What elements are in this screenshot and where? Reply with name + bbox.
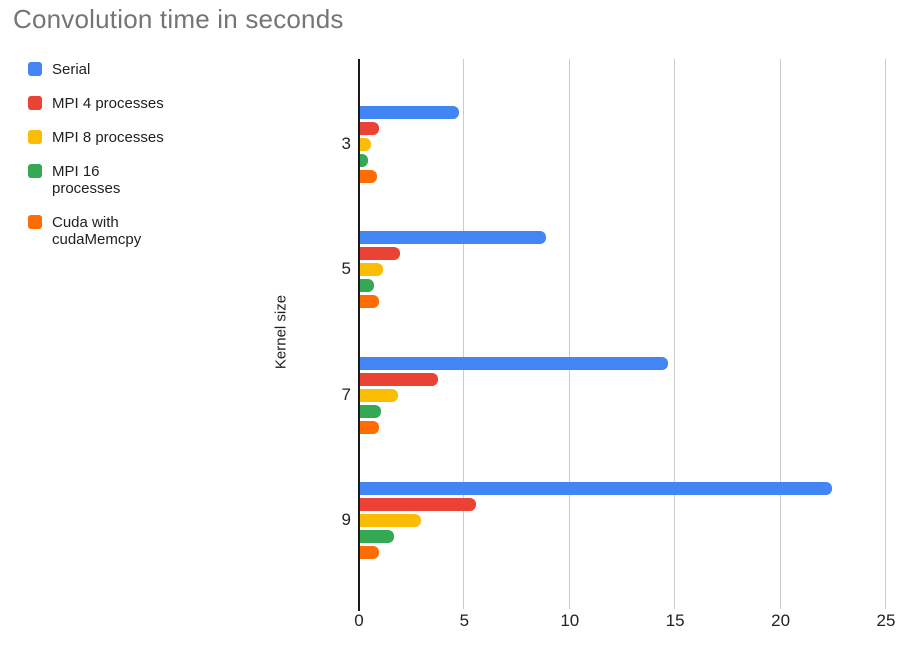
category-label-7: 7 (341, 385, 351, 404)
bar-group-kernel-3 (360, 105, 460, 183)
bar-mpi-16-processes-kernel-3 (360, 153, 369, 167)
legend-label: Cuda with cudaMemcpy (52, 214, 142, 248)
bar-mpi-16-processes-kernel-5 (360, 278, 374, 292)
legend-label: MPI 16 processes (52, 163, 121, 197)
bar-cuda-with-cudamemcpy-kernel-9 (360, 545, 379, 559)
legend-swatch-icon (28, 215, 42, 229)
bar-mpi-8-processes-kernel-5 (360, 262, 384, 276)
bar-serial-kernel-9 (360, 481, 833, 495)
bar-mpi-8-processes-kernel-3 (360, 137, 371, 151)
bar-mpi-16-processes-kernel-9 (360, 529, 394, 543)
bar-mpi-16-processes-kernel-7 (360, 404, 382, 418)
x-tick-label-20: 20 (771, 611, 791, 630)
category-label-5: 5 (341, 259, 351, 278)
bar-cuda-with-cudamemcpy-kernel-7 (360, 420, 379, 434)
x-tick-label-0: 0 (354, 611, 364, 630)
y-axis-line (358, 59, 360, 611)
legend-swatch-icon (28, 62, 42, 76)
category-label-3: 3 (341, 134, 351, 153)
x-tick-label-5: 5 (459, 611, 470, 630)
gridline-x-25 (885, 59, 886, 609)
category-label-9: 9 (341, 510, 351, 529)
bar-serial-kernel-3 (360, 105, 460, 119)
bar-mpi-8-processes-kernel-9 (360, 513, 422, 527)
bar-group-kernel-9 (360, 481, 833, 559)
legend-item-cuda-with-cudamemcpy: Cuda with cudaMemcpy (28, 214, 170, 248)
x-tick-label-10: 10 (560, 611, 580, 630)
bar-mpi-4-processes-kernel-5 (360, 246, 401, 260)
x-tick-label-15: 15 (665, 611, 685, 630)
chart-title: Convolution time in seconds (13, 4, 344, 34)
bar-cuda-with-cudamemcpy-kernel-5 (360, 294, 379, 308)
bar-mpi-4-processes-kernel-3 (360, 121, 379, 135)
legend-item-mpi-8-processes: MPI 8 processes (28, 129, 170, 146)
y-axis-title: Kernel size (272, 294, 290, 370)
plot-area (359, 59, 886, 609)
legend-label: MPI 8 processes (52, 129, 164, 146)
bar-mpi-8-processes-kernel-7 (360, 388, 398, 402)
legend-label: MPI 4 processes (52, 95, 164, 112)
gridline-x-10 (568, 59, 570, 609)
gridline-x-15 (674, 59, 676, 609)
x-tick-label-25: 25 (876, 611, 896, 630)
legend-item-mpi-16-processes: MPI 16 processes (28, 163, 170, 197)
bar-mpi-4-processes-kernel-9 (360, 497, 476, 511)
bar-group-kernel-5 (360, 230, 546, 308)
legend-swatch-icon (28, 96, 42, 110)
legend-swatch-icon (28, 130, 42, 144)
legend-swatch-icon (28, 164, 42, 178)
gridline-x-5 (463, 59, 465, 609)
legend-item-mpi-4-processes: MPI 4 processes (28, 95, 170, 112)
bar-cuda-with-cudamemcpy-kernel-3 (360, 169, 377, 183)
bar-mpi-4-processes-kernel-7 (360, 372, 438, 386)
bar-serial-kernel-7 (360, 356, 668, 370)
gridline-x-20 (779, 59, 781, 609)
bar-serial-kernel-5 (360, 230, 546, 244)
legend-label: Serial (52, 61, 91, 78)
legend-item-serial: Serial (28, 61, 170, 78)
x-axis-tick-labels: 0 5 10 15 20 25 (354, 611, 895, 633)
bar-group-kernel-7 (360, 356, 668, 434)
legend: Serial MPI 4 processes MPI 8 processes MPI … (28, 61, 170, 248)
